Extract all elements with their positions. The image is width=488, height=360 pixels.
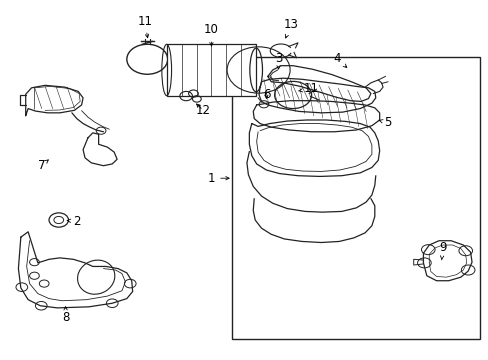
Text: 13: 13 [283, 18, 298, 38]
Text: 8: 8 [62, 307, 69, 324]
Text: 11: 11 [137, 14, 152, 38]
Text: 7: 7 [38, 159, 48, 172]
Text: 11: 11 [298, 82, 319, 95]
Text: 1: 1 [207, 172, 229, 185]
Text: 3: 3 [274, 52, 282, 69]
Text: 2: 2 [67, 215, 81, 228]
Text: 4: 4 [332, 52, 346, 67]
Bar [166, 44, 256, 96]
Text: 10: 10 [203, 23, 219, 46]
Text: 12: 12 [195, 104, 210, 117]
Bar [232, 57, 479, 339]
Text: 6: 6 [262, 88, 269, 101]
Text: 9: 9 [438, 241, 446, 260]
Text: 5: 5 [378, 116, 391, 129]
